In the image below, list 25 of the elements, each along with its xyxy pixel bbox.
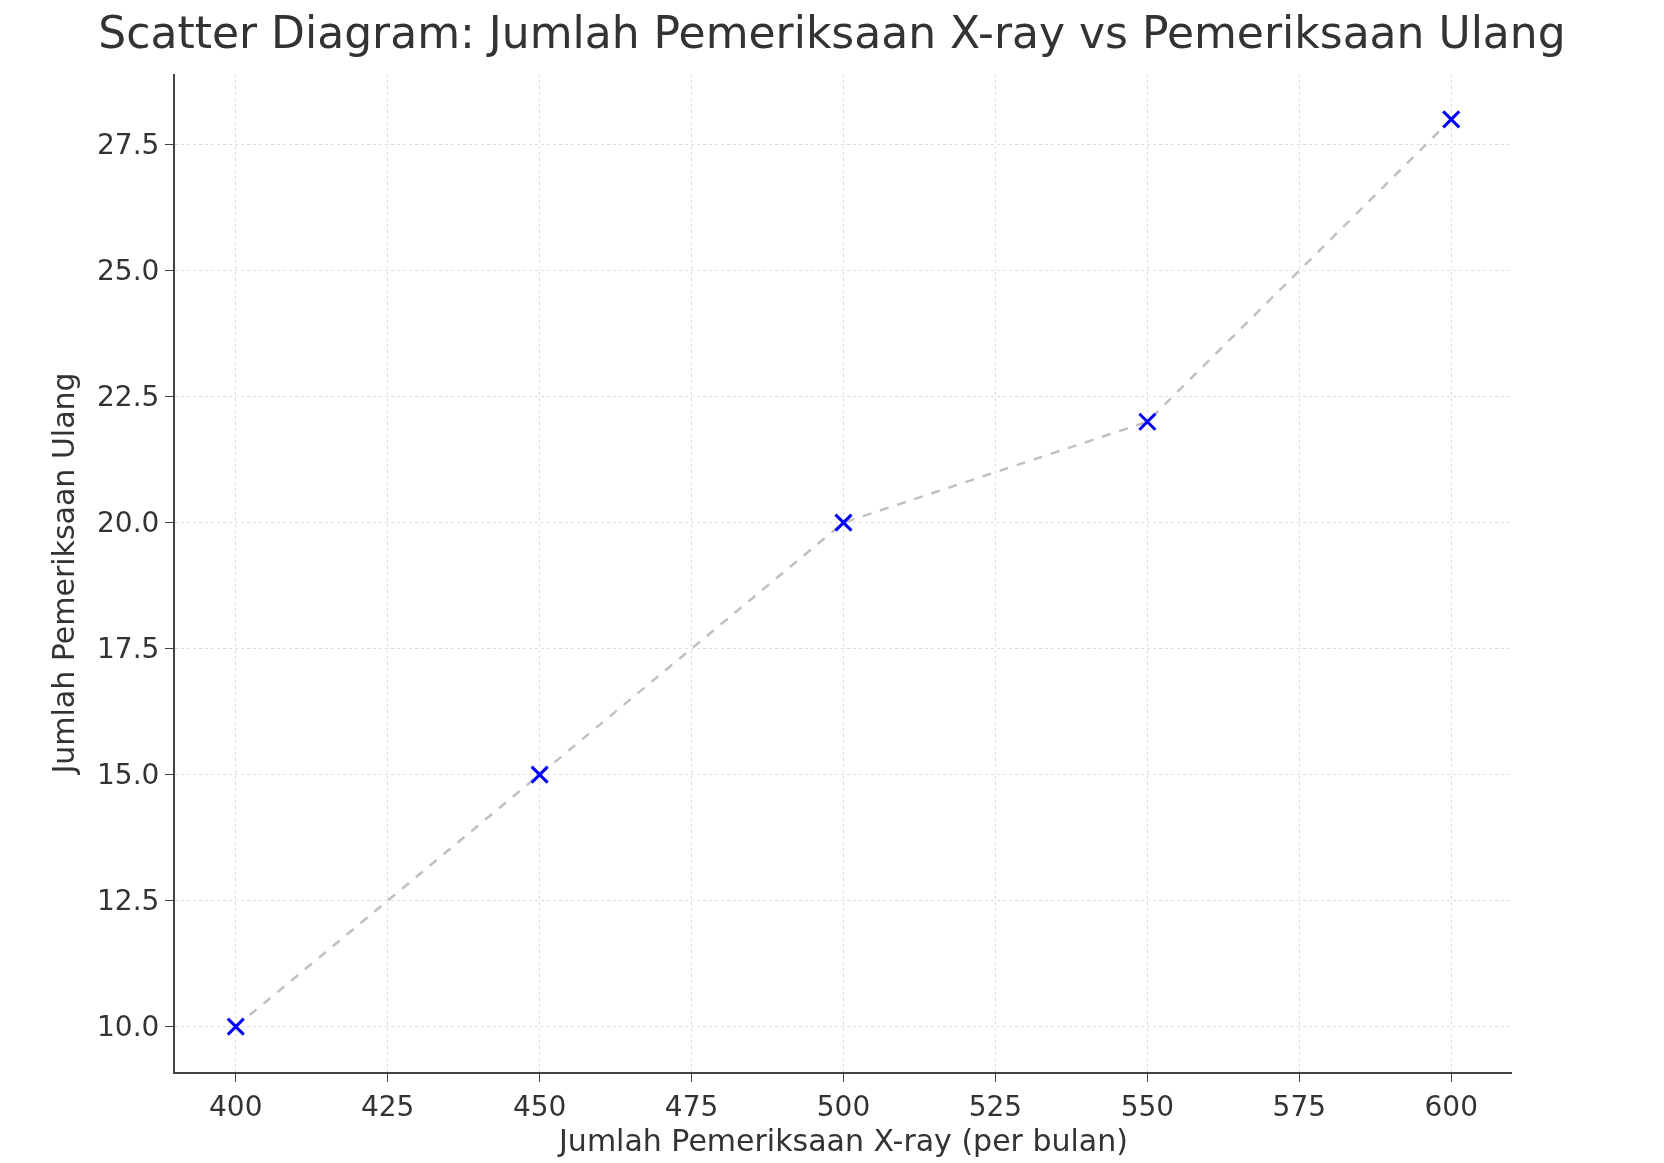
x-tick-label: 475 [664, 1089, 719, 1123]
point [226, 1017, 246, 1037]
point [1441, 109, 1461, 129]
point [834, 513, 853, 533]
y-tick-label: 12.5 [97, 884, 160, 918]
y-tick-label: 15.0 [97, 758, 160, 792]
y-tick-label: 10.0 [97, 1010, 160, 1044]
y-tick-label: 27.5 [97, 128, 160, 162]
y-tick-label: 25.0 [97, 254, 160, 288]
y-tick-label: 22.5 [97, 380, 160, 414]
x-axis-title: Jumlah Pemeriksaan X-ray (per bulan) [557, 1122, 1128, 1158]
x-tick-label: 450 [512, 1089, 567, 1123]
y-axis-title: Jumlah Pemeriksaan Ulang [45, 372, 81, 776]
x-tick-label: 425 [360, 1089, 415, 1123]
point [1137, 412, 1157, 432]
chart-title: Scatter Diagram: Jumlah Pemeriksaan X-ray vs Pemeriksaan Ulang [98, 7, 1566, 59]
y-tick-label: 20.0 [97, 506, 160, 540]
x-tick-label: 550 [1120, 1089, 1175, 1123]
x-tick-label: 500 [816, 1089, 871, 1123]
point [530, 765, 550, 785]
y-tick-label: 17.5 [97, 632, 160, 666]
x-tick-label: 525 [968, 1089, 1023, 1123]
x-tick-label: 575 [1272, 1089, 1327, 1123]
x-tick-label: 600 [1424, 1089, 1478, 1123]
x-tick-label: 400 [209, 1089, 263, 1123]
